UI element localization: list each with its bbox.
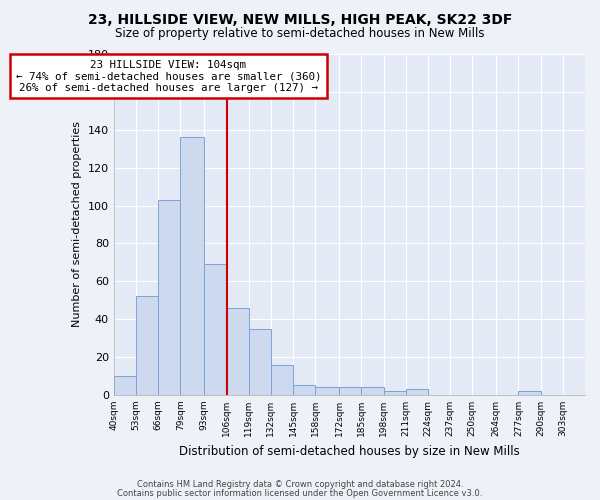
Y-axis label: Number of semi-detached properties: Number of semi-detached properties xyxy=(72,122,82,328)
Bar xyxy=(406,389,428,395)
Bar xyxy=(205,264,227,395)
Text: 23 HILLSIDE VIEW: 104sqm
← 74% of semi-detached houses are smaller (360)
26% of : 23 HILLSIDE VIEW: 104sqm ← 74% of semi-d… xyxy=(16,60,321,93)
Bar xyxy=(227,308,248,395)
Bar xyxy=(181,138,205,395)
Text: Size of property relative to semi-detached houses in New Mills: Size of property relative to semi-detach… xyxy=(115,28,485,40)
Bar xyxy=(361,388,383,395)
Bar xyxy=(248,328,271,395)
Bar xyxy=(339,388,361,395)
Bar xyxy=(383,391,406,395)
Bar xyxy=(114,376,136,395)
X-axis label: Distribution of semi-detached houses by size in New Mills: Distribution of semi-detached houses by … xyxy=(179,444,520,458)
Text: Contains public sector information licensed under the Open Government Licence v3: Contains public sector information licen… xyxy=(118,488,482,498)
Bar xyxy=(518,391,541,395)
Text: Contains HM Land Registry data © Crown copyright and database right 2024.: Contains HM Land Registry data © Crown c… xyxy=(137,480,463,489)
Bar xyxy=(136,296,158,395)
Bar xyxy=(315,388,339,395)
Bar xyxy=(271,364,293,395)
Bar xyxy=(293,386,315,395)
Bar xyxy=(158,200,181,395)
Text: 23, HILLSIDE VIEW, NEW MILLS, HIGH PEAK, SK22 3DF: 23, HILLSIDE VIEW, NEW MILLS, HIGH PEAK,… xyxy=(88,12,512,26)
